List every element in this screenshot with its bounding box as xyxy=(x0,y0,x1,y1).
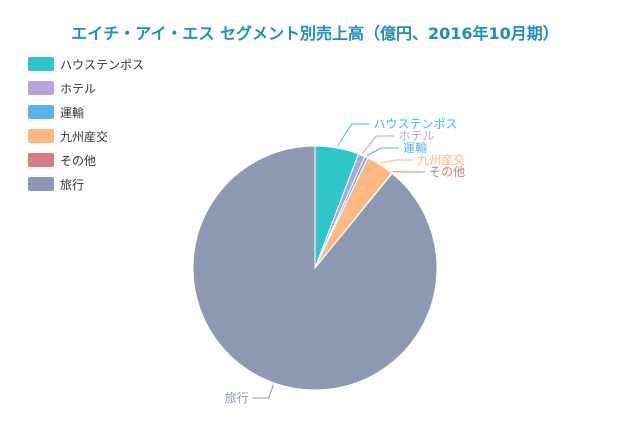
legend-swatch xyxy=(28,57,54,71)
label-leader-line xyxy=(362,135,395,154)
legend-swatch xyxy=(28,153,54,167)
legend-item[interactable]: 運輸 xyxy=(28,100,144,124)
legend-swatch xyxy=(28,105,54,119)
label-leader-line xyxy=(366,147,400,156)
legend-label: 旅行 xyxy=(60,177,85,192)
slice-label: その他 xyxy=(429,165,465,179)
legend-item[interactable]: ホテル xyxy=(28,76,144,100)
label-leader-line xyxy=(380,159,414,164)
legend: ハウステンポス ホテル運輸九州産交その他旅行 xyxy=(28,52,144,196)
legend-item[interactable]: 九州産交 xyxy=(28,124,144,148)
pie-slice[interactable] xyxy=(192,145,438,391)
legend-swatch xyxy=(28,129,54,143)
legend-swatch xyxy=(28,177,54,191)
slice-label: 運輸 xyxy=(403,140,427,155)
legend-label: 九州産交 xyxy=(60,129,109,144)
legend-item[interactable]: その他 xyxy=(28,148,144,172)
legend-item[interactable]: ハウステンポス xyxy=(28,52,144,76)
legend-label: ホテル xyxy=(60,81,97,96)
slice-label: ハウステンポス xyxy=(374,117,458,131)
label-leader-line xyxy=(337,123,370,147)
legend-label: その他 xyxy=(60,153,97,168)
slice-label: ホテル xyxy=(399,129,435,143)
legend-swatch xyxy=(28,81,54,95)
slice-label: 九州産交 xyxy=(417,152,465,167)
slice-label: 旅行 xyxy=(225,391,249,405)
chart-title: エイチ・アイ・エス セグメント別売上高（億円、2016年10月期） xyxy=(71,24,559,43)
legend-label: ハウステンポス xyxy=(60,57,145,72)
legend-label: 運輸 xyxy=(60,105,85,120)
legend-item[interactable]: 旅行 xyxy=(28,172,144,196)
label-leader-line xyxy=(252,384,274,399)
